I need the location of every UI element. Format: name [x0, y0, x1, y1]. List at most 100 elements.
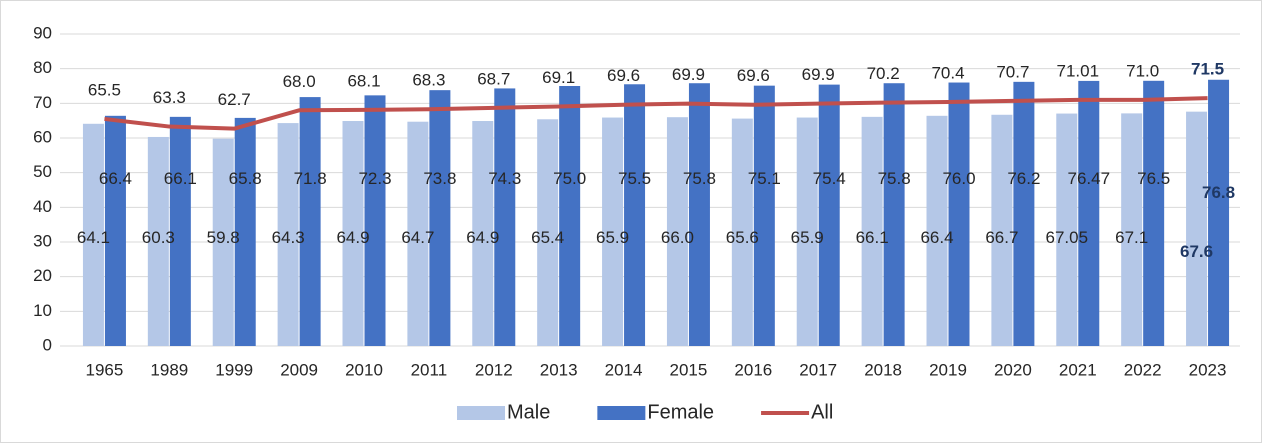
x-tick-label: 2011	[411, 360, 448, 379]
data-label: 64.9	[336, 228, 369, 247]
bar	[796, 117, 818, 347]
data-label: 68.1	[347, 71, 380, 90]
bar	[731, 118, 753, 346]
data-label: 65.5	[88, 80, 121, 99]
data-label: 76.2	[1007, 169, 1040, 188]
data-label: 75.4	[813, 169, 846, 188]
bar	[1208, 79, 1230, 346]
y-tick-label: 90	[33, 23, 52, 42]
x-tick-label: 2023	[1189, 360, 1227, 379]
bar	[926, 115, 948, 347]
x-tick-label: 2014	[605, 360, 643, 379]
data-label: 67.6	[1180, 242, 1213, 261]
y-tick-label: 0	[43, 335, 52, 354]
legend-swatch	[597, 406, 646, 420]
bar	[537, 119, 559, 346]
bar	[1186, 111, 1208, 346]
bar	[948, 82, 970, 347]
data-label: 66.4	[920, 228, 953, 247]
y-tick-label: 10	[33, 301, 52, 320]
data-label: 66.1	[164, 169, 197, 188]
y-tick-label: 40	[33, 197, 52, 216]
y-tick-label: 20	[33, 266, 52, 285]
bar	[861, 116, 883, 346]
bar	[602, 117, 624, 347]
bar	[883, 83, 905, 346]
bar	[299, 97, 321, 347]
x-tick-label: 2010	[345, 360, 383, 379]
bar	[104, 115, 126, 347]
data-label: 74.3	[488, 169, 521, 188]
legend-label: Male	[507, 401, 550, 423]
y-tick-label: 30	[33, 231, 52, 250]
data-label: 75.8	[878, 169, 911, 188]
data-label: 65.6	[726, 228, 759, 247]
data-label: 63.3	[153, 88, 186, 107]
data-label: 75.0	[553, 169, 586, 188]
x-tick-label: 1989	[150, 360, 188, 379]
data-label: 71.01	[1057, 61, 1100, 80]
data-label: 64.3	[272, 228, 305, 247]
bar	[212, 138, 234, 346]
bar	[472, 121, 494, 346]
data-label: 66.7	[985, 228, 1018, 247]
data-label: 75.1	[748, 169, 781, 188]
bar	[429, 90, 451, 346]
y-tick-label: 60	[33, 127, 52, 146]
x-tick-label: 2015	[670, 360, 708, 379]
x-tick-label: 2018	[864, 360, 902, 379]
data-label: 72.3	[358, 169, 391, 188]
x-tick-label: 2022	[1124, 360, 1162, 379]
x-tick-label: 2017	[799, 360, 837, 379]
data-label: 66.0	[661, 228, 694, 247]
bar	[1143, 80, 1165, 347]
bar	[277, 123, 299, 347]
line	[104, 96, 1208, 131]
bar	[1056, 113, 1078, 346]
bar	[234, 117, 256, 346]
bar	[82, 123, 104, 346]
x-tick-label: 2009	[280, 360, 318, 379]
data-label: 65.9	[791, 228, 824, 247]
data-label: 66.4	[99, 169, 132, 188]
data-label: 70.2	[867, 64, 900, 83]
bar	[494, 88, 516, 346]
data-label: 70.7	[996, 62, 1029, 81]
data-label: 73.8	[423, 169, 456, 188]
x-tick-label: 1999	[215, 360, 253, 379]
data-label: 76.47	[1068, 169, 1111, 188]
data-label: 64.7	[401, 228, 434, 247]
data-label: 67.1	[1115, 228, 1148, 247]
bar	[818, 84, 840, 346]
data-label: 69.9	[672, 65, 705, 84]
data-label: 65.9	[596, 228, 629, 247]
bar	[169, 116, 191, 346]
data-label: 76.5	[1137, 169, 1170, 188]
data-label: 69.6	[737, 66, 770, 85]
bar	[147, 136, 169, 346]
data-label: 64.1	[77, 228, 110, 247]
data-label: 76.8	[1202, 183, 1235, 202]
data-label: 69.1	[542, 68, 575, 87]
data-label: 67.05	[1046, 228, 1089, 247]
data-label: 69.6	[607, 66, 640, 85]
x-tick-label: 2016	[734, 360, 772, 379]
x-tick-label: 1965	[86, 360, 124, 379]
bar	[666, 117, 688, 346]
bar	[753, 85, 775, 347]
data-label: 71.8	[294, 169, 327, 188]
data-label: 75.8	[683, 169, 716, 188]
data-label: 59.8	[207, 228, 240, 247]
bar	[1013, 81, 1035, 346]
bar	[991, 114, 1013, 346]
legend-label: All	[811, 401, 833, 423]
bar	[407, 121, 429, 346]
legend-label: Female	[647, 401, 714, 423]
y-tick-label: 80	[33, 58, 52, 77]
y-tick-label: 50	[33, 162, 52, 181]
bar	[559, 86, 581, 346]
data-label: 69.9	[802, 65, 835, 84]
x-tick-label: 2012	[475, 360, 513, 379]
data-label: 76.0	[942, 169, 975, 188]
